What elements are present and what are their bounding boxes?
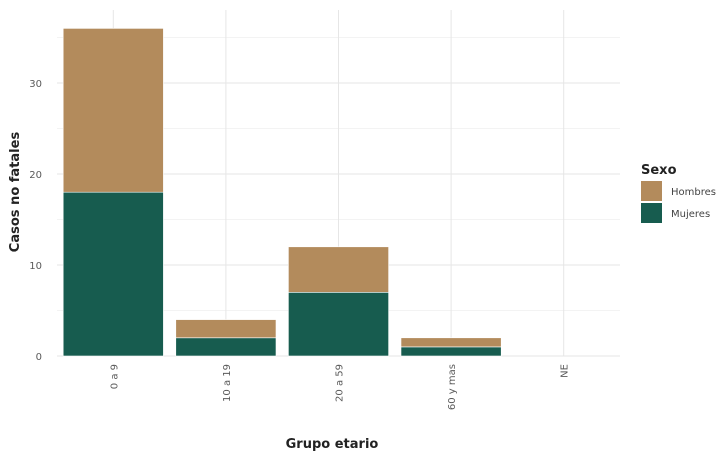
y-tick-label: 10	[29, 261, 42, 272]
y-axis-ticks: 0 10 20 30	[29, 79, 42, 363]
x-axis-title: Grupo etario	[286, 437, 379, 452]
legend-swatch-hombres	[641, 181, 662, 201]
legend-swatch-mujeres	[641, 203, 662, 223]
y-tick-label: 0	[36, 352, 42, 363]
bar-hombres	[288, 246, 389, 293]
legend-title: Sexo	[641, 163, 677, 178]
bar-mujeres	[62, 191, 164, 357]
bar-mujeres	[175, 337, 277, 357]
x-tick-label: 60 y mas	[447, 364, 458, 410]
legend-label-hombres: Hombres	[671, 187, 716, 198]
y-tick-label: 30	[29, 79, 42, 90]
bar-mujeres	[400, 346, 502, 357]
x-tick-label: 20 a 59	[335, 364, 346, 402]
bar-hombres	[400, 337, 502, 348]
bars	[62, 28, 502, 357]
x-tick-label: 10 a 19	[222, 364, 233, 402]
bar-hombres	[175, 319, 277, 339]
y-axis-title: Casos no fatales	[8, 132, 23, 253]
x-tick-label: 0 a 9	[109, 364, 120, 389]
bar-hombres	[62, 28, 164, 193]
y-tick-label: 20	[29, 170, 42, 181]
bar-mujeres	[288, 291, 389, 357]
x-axis-ticks: 0 a 9 10 a 19 20 a 59 60 y mas NE	[109, 364, 570, 410]
x-tick-label: NE	[560, 364, 571, 378]
legend-label-mujeres: Mujeres	[671, 209, 710, 220]
legend: Sexo Hombres Mujeres	[641, 163, 716, 223]
